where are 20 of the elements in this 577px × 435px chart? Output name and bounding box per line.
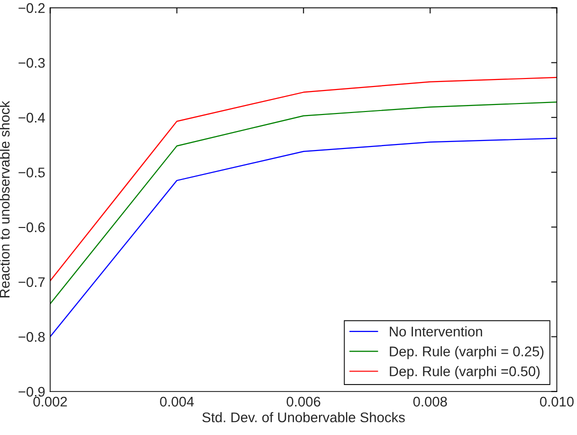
y-tick-label: −0.5 <box>18 168 45 178</box>
x-axis-title: Std. Dev. of Unobervable Shocks <box>202 412 405 422</box>
line-series <box>50 102 557 304</box>
y-tick-label: −0.7 <box>18 277 45 288</box>
x-tick-label: 0.002 <box>33 396 67 407</box>
x-tick-label: 0.010 <box>540 396 574 407</box>
y-tick-label: −0.8 <box>18 332 45 342</box>
x-tick-label: 0.004 <box>160 396 194 407</box>
x-tick-label: 0.008 <box>413 396 447 407</box>
legend-label: Dep. Rule (varphi = 0.25) <box>390 346 544 360</box>
x-tick-label: 0.006 <box>286 396 320 407</box>
line-series <box>50 76 557 282</box>
legend-label: No Intervention <box>390 326 482 336</box>
y-tick-label: −0.3 <box>18 58 45 68</box>
y-tick-label: −0.4 <box>18 112 45 123</box>
y-tick-label: −0.6 <box>18 222 45 232</box>
line-series <box>50 138 557 338</box>
y-tick-label: −0.2 <box>18 3 45 13</box>
legend-label: Dep. Rule (varphi =0.50) <box>390 366 540 379</box>
y-tick-label: −0.9 <box>18 386 45 397</box>
